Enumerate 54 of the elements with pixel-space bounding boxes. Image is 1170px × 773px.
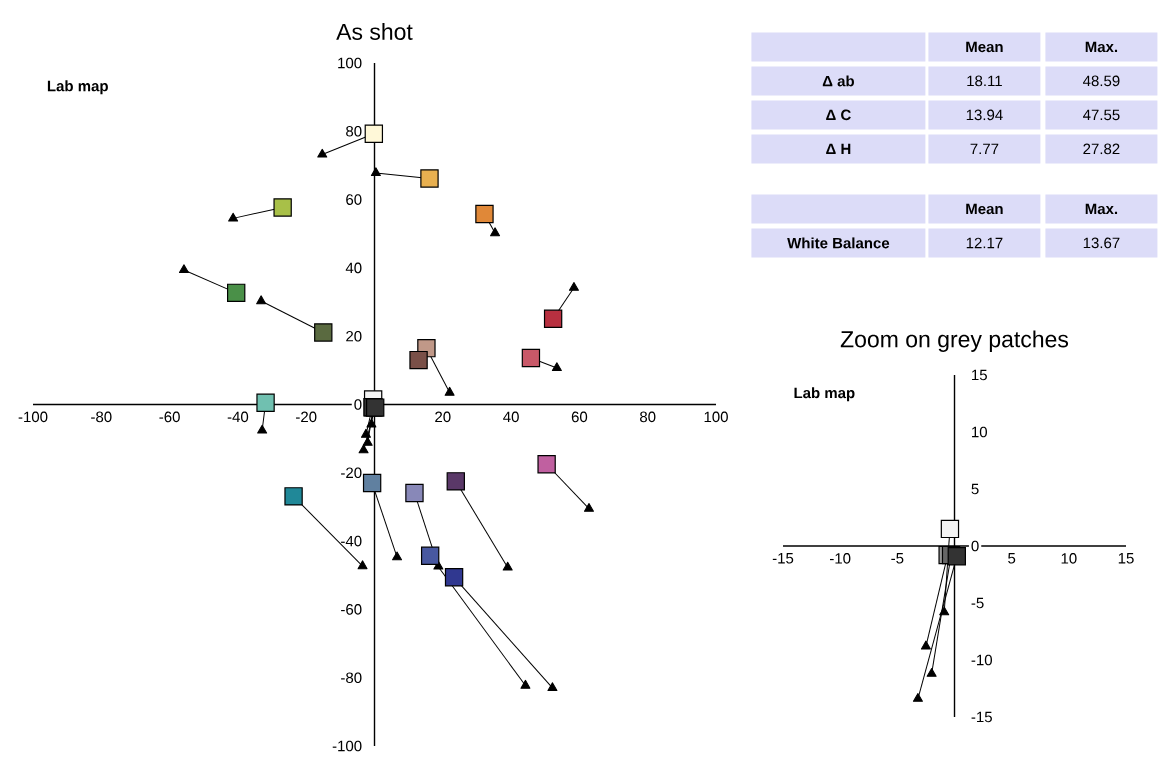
x-tick-label: 10 xyxy=(1061,553,1077,564)
text: 7.77 xyxy=(970,143,999,155)
text: 18.11 xyxy=(967,75,1002,87)
text: 48.59 xyxy=(1082,75,1120,87)
text: 13.67 xyxy=(1083,237,1120,249)
annotation: Lab map xyxy=(794,387,855,402)
x-tick-label: -60 xyxy=(159,411,180,423)
x-tick-label: -40 xyxy=(227,411,249,423)
y-tick-label: -5 xyxy=(971,597,984,609)
category-label: Δ ab xyxy=(822,75,854,87)
category-label: Mean xyxy=(966,41,1003,53)
y-tick-label: 20 xyxy=(346,330,362,342)
x-tick-label: 15 xyxy=(1118,553,1134,564)
y-tick-label: 10 xyxy=(972,426,987,438)
text: 12.17 xyxy=(966,237,1003,249)
category-label: Max. xyxy=(1085,203,1118,215)
text: 27.82 xyxy=(1083,143,1120,155)
x-tick-label: 80 xyxy=(640,411,656,423)
text: 47.55 xyxy=(1082,109,1120,121)
y-tick-label: -60 xyxy=(341,604,362,615)
x-tick-label: -100 xyxy=(18,411,48,423)
y-tick-label: 80 xyxy=(346,125,362,137)
y-tick-label: -100 xyxy=(332,740,362,752)
y-tick-label: 40 xyxy=(345,262,362,274)
category-label: Δ H xyxy=(826,143,851,155)
y-tick-label: 100 xyxy=(338,57,362,69)
chart-title: As shot xyxy=(336,23,413,40)
x-tick-label: -10 xyxy=(830,553,851,564)
y-tick-label: 0 xyxy=(354,399,362,410)
x-tick-label: -5 xyxy=(891,553,904,564)
category-label: Δ C xyxy=(826,109,851,121)
y-tick-label: -80 xyxy=(341,672,362,684)
y-tick-label: 15 xyxy=(972,369,987,381)
x-tick-label: -20 xyxy=(296,411,317,423)
y-tick-label: 0 xyxy=(971,540,979,552)
y-tick-label: 5 xyxy=(971,483,979,495)
annotation: Lab map xyxy=(47,80,108,95)
y-tick-label: -20 xyxy=(341,467,362,479)
y-tick-label: 60 xyxy=(346,194,362,205)
x-tick-label: 40 xyxy=(503,411,519,423)
y-tick-label: -40 xyxy=(341,535,362,547)
x-tick-label: 60 xyxy=(571,411,588,423)
x-tick-label: 100 xyxy=(704,411,728,423)
text: 13.94 xyxy=(966,109,1003,121)
y-tick-label: -15 xyxy=(971,711,992,723)
y-tick-label: -10 xyxy=(971,654,992,666)
category-label: White Balance xyxy=(787,237,890,249)
category-label: Max. xyxy=(1085,41,1118,53)
x-tick-label: -80 xyxy=(91,411,112,423)
category-label: Mean xyxy=(966,203,1003,215)
x-tick-label: -15 xyxy=(772,553,794,564)
x-tick-label: 5 xyxy=(1008,553,1016,564)
x-tick-label: 20 xyxy=(435,411,451,423)
chart-title: Zoom on grey patches xyxy=(840,330,1069,352)
